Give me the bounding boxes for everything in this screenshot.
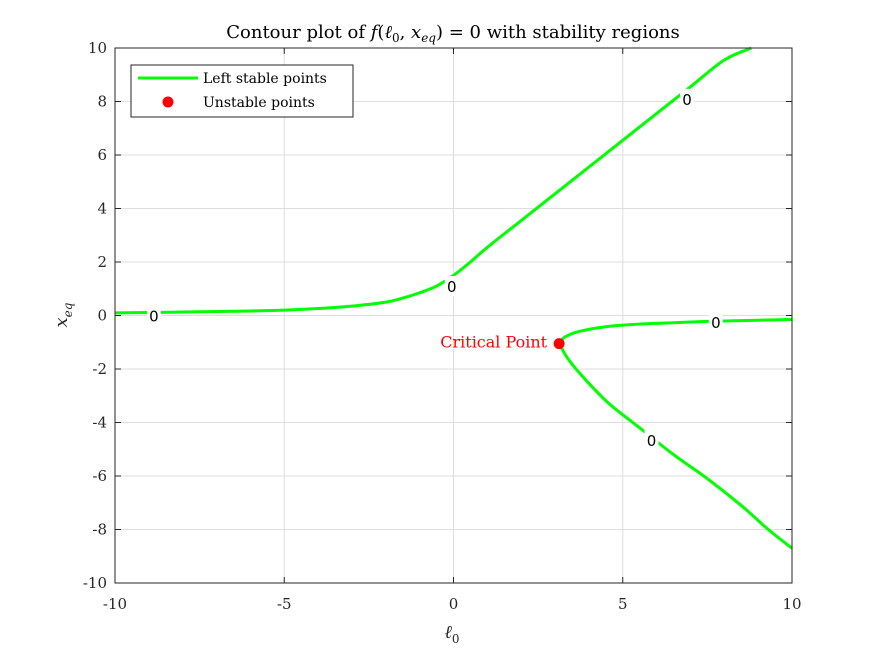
y-tick-label: 2 xyxy=(97,253,107,271)
x-tick-label: 5 xyxy=(618,595,628,613)
legend-dot-swatch xyxy=(162,96,174,108)
x-axis-label: ℓ0 xyxy=(444,622,459,646)
y-axis-label: xeq xyxy=(51,302,75,327)
contour-label-2: 0 xyxy=(682,91,692,109)
legend-label-1: Unstable points xyxy=(203,95,315,111)
contour-label-bg xyxy=(644,429,659,450)
contour-label-bg xyxy=(146,305,161,326)
contour-label-4: 0 xyxy=(647,432,657,450)
contour-label-bg xyxy=(680,88,695,109)
contour-label-bg xyxy=(708,312,723,333)
x-tick-label: 10 xyxy=(782,595,801,613)
y-tick-label: 4 xyxy=(97,200,107,218)
x-tick-label: -10 xyxy=(103,595,127,613)
legend: Left stable points Unstable points xyxy=(130,64,354,118)
x-tick-label: -5 xyxy=(277,595,292,613)
y-axis-ticks: -10 -8 -6 -4 -2 0 2 4 6 8 10 xyxy=(83,39,792,592)
contour-label-bg xyxy=(444,276,459,297)
y-tick-label: 0 xyxy=(97,307,107,325)
legend-label-0: Left stable points xyxy=(203,71,327,87)
critical-point-annotation: Critical Point xyxy=(440,333,547,352)
y-tick-label: -8 xyxy=(92,521,107,539)
y-tick-label: -4 xyxy=(92,414,107,432)
y-tick-label: 8 xyxy=(97,93,107,111)
contour-label-1: 0 xyxy=(447,278,457,296)
y-tick-label: -2 xyxy=(92,360,107,378)
y-tick-label: 6 xyxy=(97,146,107,164)
legend-box xyxy=(130,64,354,118)
contour-labels: 0 0 0 0 0 xyxy=(146,88,723,450)
contour-label-3: 0 xyxy=(711,314,721,332)
contour-line-1 xyxy=(557,318,793,345)
unstable-point-0 xyxy=(553,338,565,350)
y-tick-label: -6 xyxy=(92,467,107,485)
y-tick-label: -10 xyxy=(83,574,107,592)
y-tick-label: 10 xyxy=(88,39,107,57)
x-axis-ticks: -10 -5 0 5 10 xyxy=(103,48,802,613)
chart-title: Contour plot of f(ℓ0, xeq) = 0 with stab… xyxy=(226,22,680,45)
data-points xyxy=(553,338,565,350)
x-tick-label: 0 xyxy=(449,595,459,613)
contour-line-0 xyxy=(114,46,752,315)
annotations: Critical Point xyxy=(440,333,547,352)
contour-label-0: 0 xyxy=(149,308,159,326)
